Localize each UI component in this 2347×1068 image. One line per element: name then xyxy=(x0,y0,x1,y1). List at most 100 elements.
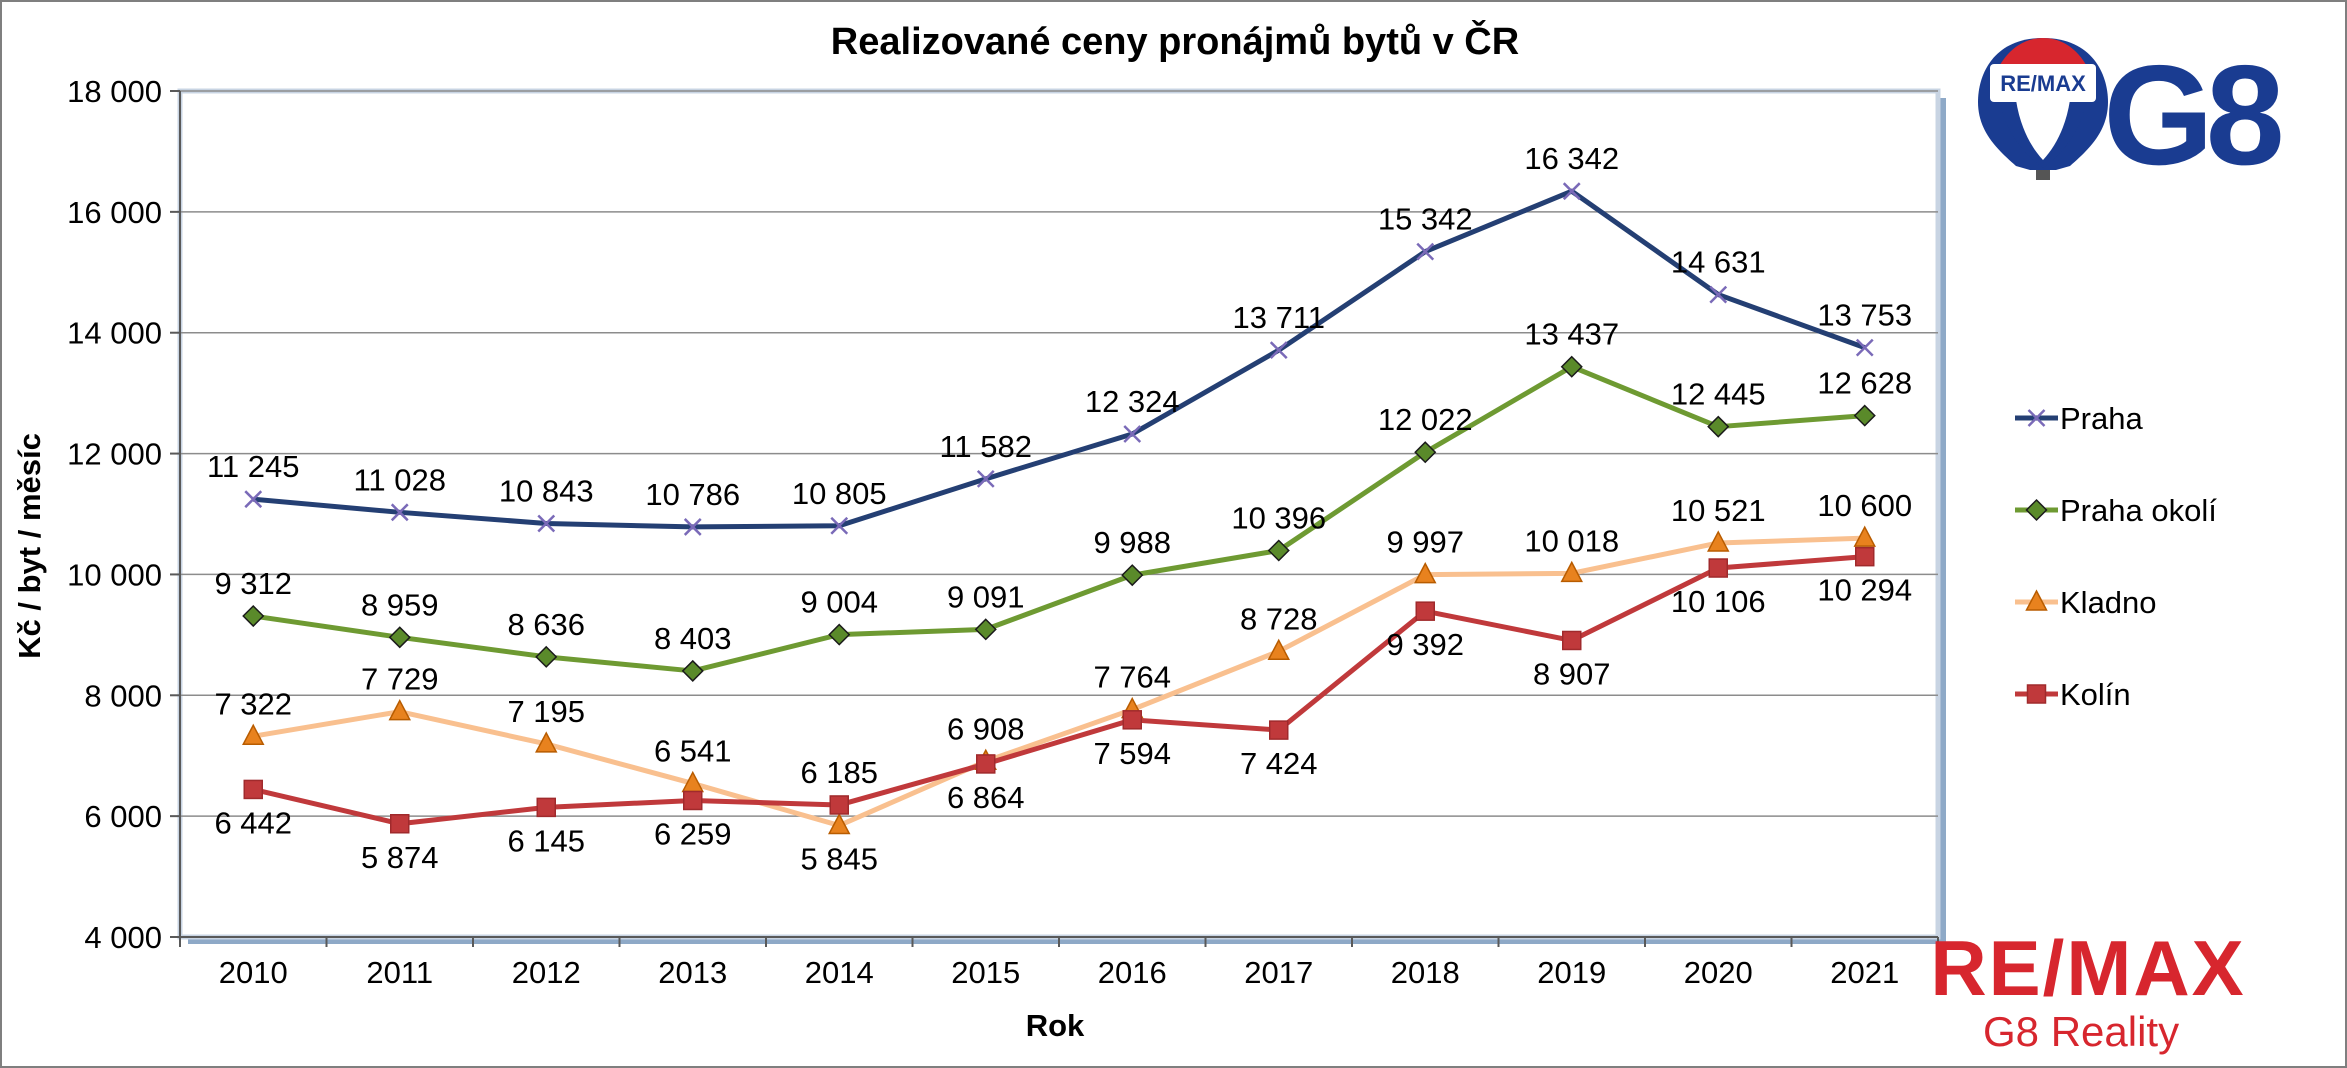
data-label: 13 711 xyxy=(1232,300,1325,335)
x-tick-label: 2011 xyxy=(366,955,433,990)
x-axis-title: Rok xyxy=(1026,1008,1085,1043)
x-tick-label: 2012 xyxy=(512,955,581,990)
data-point xyxy=(1562,182,1581,201)
office-name: G8 Reality xyxy=(1983,1008,2179,1055)
series-line-2 xyxy=(252,535,1865,829)
data-point xyxy=(535,645,558,668)
data-point xyxy=(1560,355,1583,378)
data-label: 7 424 xyxy=(1240,746,1318,781)
x-tick-label: 2019 xyxy=(1537,955,1606,990)
y-tick-label: 12 000 xyxy=(67,437,162,472)
data-point xyxy=(244,490,263,509)
y-tick-label: 14 000 xyxy=(67,316,162,351)
data-label: 10 600 xyxy=(1817,488,1912,523)
data-point xyxy=(1267,539,1290,562)
legend-marker xyxy=(2025,589,2048,611)
data-point xyxy=(976,754,996,774)
data-label: 9 004 xyxy=(800,585,878,620)
data-label: 7 729 xyxy=(361,662,439,697)
data-label: 12 628 xyxy=(1817,366,1912,401)
data-point xyxy=(976,469,995,488)
data-labels: 11 245 11 028 10 843 10 786 10 805 11 582 12 3… xyxy=(207,141,1912,876)
data-point xyxy=(828,812,851,835)
data-point xyxy=(1415,601,1435,621)
series-layer xyxy=(242,182,1876,835)
data-point xyxy=(1853,404,1876,427)
x-tick-label: 2016 xyxy=(1098,955,1167,990)
data-point xyxy=(1708,558,1728,578)
data-point xyxy=(828,623,851,646)
data-label: 8 728 xyxy=(1240,601,1318,636)
data-point xyxy=(390,814,410,834)
legend-item: Praha xyxy=(2015,401,2143,436)
data-label: 13 437 xyxy=(1524,317,1619,352)
data-label: 7 322 xyxy=(214,686,292,721)
data-point xyxy=(537,514,556,533)
legend-item: Kolín xyxy=(2015,677,2131,712)
data-label: 12 445 xyxy=(1671,377,1766,412)
legend-item: Praha okolí xyxy=(2015,493,2217,528)
data-label: 6 145 xyxy=(507,823,585,858)
data-point xyxy=(1121,564,1144,587)
data-point xyxy=(1269,341,1288,360)
series-line-3 xyxy=(252,554,1865,827)
data-point xyxy=(1414,561,1437,584)
legend: Praha Praha okolí Kladno Kolín xyxy=(2015,401,2217,712)
data-label: 8 959 xyxy=(361,587,439,622)
legend-label: Kladno xyxy=(2060,585,2157,620)
legend-label: Praha xyxy=(2060,401,2143,436)
data-point xyxy=(829,795,849,815)
x-tick-label: 2021 xyxy=(1830,955,1899,990)
data-label: 9 312 xyxy=(214,566,292,601)
data-point xyxy=(1709,285,1728,304)
data-point xyxy=(1414,441,1437,464)
data-label: 5 874 xyxy=(361,840,439,875)
data-label: 10 843 xyxy=(499,473,594,508)
data-point xyxy=(243,779,263,800)
data-point xyxy=(1269,720,1289,740)
x-tick-label: 2013 xyxy=(658,955,727,990)
data-label: 6 442 xyxy=(214,805,292,840)
y-axis-title: Kč / byt / měsíc xyxy=(12,433,47,659)
data-point xyxy=(1855,546,1875,567)
data-point xyxy=(683,518,702,536)
data-label: 10 018 xyxy=(1524,523,1619,558)
y-tick-label: 6 000 xyxy=(84,799,162,834)
data-point xyxy=(683,790,703,811)
data-label: 7 764 xyxy=(1093,660,1171,695)
data-label: 11 028 xyxy=(353,462,446,497)
data-point xyxy=(390,503,409,522)
data-point xyxy=(1707,415,1730,438)
data-label: 9 988 xyxy=(1093,525,1171,560)
legend-label: Kolín xyxy=(2060,677,2131,712)
legend-item: Kladno xyxy=(2015,585,2157,620)
data-label: 8 907 xyxy=(1533,656,1611,691)
legend-label: Praha okolí xyxy=(2060,493,2217,528)
x-tick-label: 2017 xyxy=(1244,955,1313,990)
x-tick-label: 2010 xyxy=(219,955,288,990)
data-label: 6 541 xyxy=(654,733,732,768)
data-point xyxy=(536,797,556,818)
data-point xyxy=(1562,630,1582,651)
data-point xyxy=(1853,525,1876,547)
legend-marker xyxy=(2026,684,2047,704)
data-point xyxy=(1855,338,1874,357)
data-label: 9 392 xyxy=(1386,627,1464,662)
x-tick-label: 2020 xyxy=(1684,955,1753,990)
data-point xyxy=(1707,530,1730,552)
gridlines xyxy=(180,90,1938,817)
data-label: 6 259 xyxy=(654,816,732,851)
data-label: 9 997 xyxy=(1386,525,1464,560)
data-point xyxy=(1123,425,1142,443)
y-tick-label: 8 000 xyxy=(84,678,162,713)
y-tick-label: 4 000 xyxy=(84,920,162,955)
data-label: 15 342 xyxy=(1378,202,1473,237)
data-point xyxy=(1560,560,1583,583)
data-point xyxy=(388,699,411,721)
legend-marker xyxy=(2027,409,2046,427)
data-label: 5 845 xyxy=(800,842,878,877)
data-label: 8 403 xyxy=(654,621,732,656)
data-label: 12 022 xyxy=(1378,402,1473,437)
